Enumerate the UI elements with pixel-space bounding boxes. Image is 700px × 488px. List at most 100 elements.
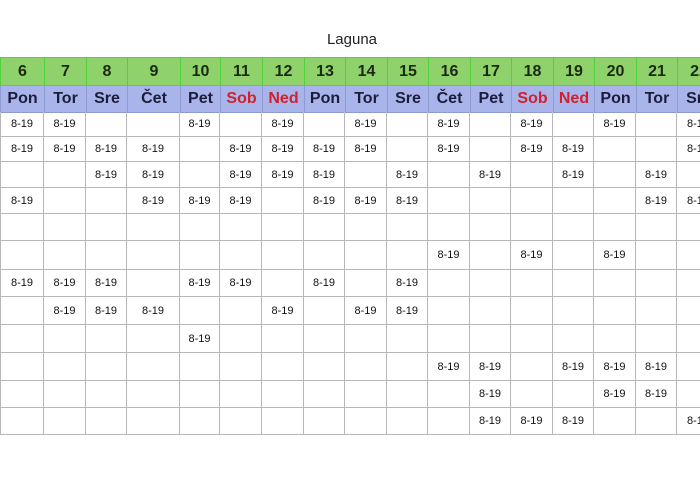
schedule-cell: 8-19 — [553, 137, 594, 162]
schedule-cell — [262, 353, 304, 381]
schedule-cell — [86, 112, 127, 137]
day-header: Ned — [553, 85, 595, 113]
day-header: Tor — [44, 85, 87, 113]
day-header: Sre — [677, 85, 700, 113]
title: Laguna — [326, 31, 378, 48]
schedule-cell — [470, 137, 511, 162]
schedule-cell — [127, 270, 180, 297]
schedule-cell — [636, 297, 677, 325]
schedule-cell — [262, 408, 304, 435]
schedule-cell — [428, 270, 470, 297]
schedule-cell — [594, 214, 636, 241]
schedule-cell — [677, 214, 700, 241]
schedule-cell: 8-19 — [127, 188, 180, 214]
schedule-cell: 8-19 — [304, 162, 345, 188]
schedule-cell: 8-19 — [594, 112, 636, 137]
day-header: Pet — [180, 85, 221, 113]
schedule-cell — [428, 408, 470, 435]
schedule-cell: 8-19 — [0, 112, 44, 137]
schedule-cell — [304, 214, 345, 241]
date-header: 16 — [428, 57, 471, 86]
schedule-cell — [636, 112, 677, 137]
schedule-cell: 8-19 — [262, 162, 304, 188]
schedule-cell — [636, 214, 677, 241]
schedule-cell: 8-19 — [0, 270, 44, 297]
date-header: 19 — [553, 57, 595, 86]
schedule-cell: 8-19 — [127, 137, 180, 162]
schedule-cell — [127, 214, 180, 241]
schedule-cell — [44, 162, 86, 188]
date-header: 15 — [387, 57, 429, 86]
schedule-cell — [553, 214, 594, 241]
schedule-cell: 8-19 — [0, 137, 44, 162]
schedule-cell — [345, 325, 387, 353]
schedule-cell: 8-19 — [553, 408, 594, 435]
schedule-cell — [345, 214, 387, 241]
schedule-cell: 8-19 — [345, 112, 387, 137]
schedule-cell — [0, 297, 44, 325]
date-header: 22 — [677, 57, 700, 86]
schedule-cell — [180, 353, 220, 381]
date-header: 13 — [304, 57, 346, 86]
schedule-cell: 8-19 — [86, 137, 127, 162]
schedule-cell — [262, 270, 304, 297]
schedule-cell — [387, 408, 428, 435]
schedule-cell — [86, 188, 127, 214]
schedule-cell — [594, 270, 636, 297]
schedule-cell: 8-19 — [677, 137, 700, 162]
schedule-cell — [636, 325, 677, 353]
schedule-cell: 8-19 — [470, 353, 511, 381]
schedule-cell: 8-19 — [470, 162, 511, 188]
schedule-cell — [304, 408, 345, 435]
schedule-cell: 8-19 — [677, 408, 700, 435]
schedule-cell — [387, 353, 428, 381]
schedule-cell — [677, 162, 700, 188]
schedule-cell — [86, 381, 127, 408]
day-header: Čet — [428, 85, 471, 113]
schedule-cell — [470, 214, 511, 241]
schedule-cell — [180, 214, 220, 241]
schedule-cell — [594, 137, 636, 162]
schedule-cell: 8-19 — [220, 162, 262, 188]
schedule-cell: 8-19 — [127, 297, 180, 325]
schedule-cell — [387, 381, 428, 408]
schedule-cell: 8-19 — [553, 353, 594, 381]
schedule-cell: 8-19 — [180, 112, 220, 137]
schedule-cell: 8-19 — [220, 137, 262, 162]
schedule-cell: 8-19 — [470, 408, 511, 435]
schedule-cell — [428, 162, 470, 188]
schedule-cell: 8-19 — [304, 188, 345, 214]
date-header: 12 — [262, 57, 305, 86]
date-header: 21 — [636, 57, 678, 86]
schedule-cell — [44, 214, 86, 241]
schedule-cell — [0, 325, 44, 353]
schedule-cell — [220, 408, 262, 435]
schedule-cell — [180, 408, 220, 435]
schedule-cell: 8-19 — [511, 137, 553, 162]
schedule-cell: 8-19 — [127, 162, 180, 188]
schedule-cell: 8-19 — [470, 381, 511, 408]
schedule-cell — [0, 381, 44, 408]
schedule-cell — [594, 162, 636, 188]
schedule-cell: 8-19 — [262, 112, 304, 137]
date-header: 20 — [594, 57, 637, 86]
schedule-cell — [44, 353, 86, 381]
day-header: Ned — [262, 85, 305, 113]
date-header: 10 — [180, 57, 221, 86]
schedule-cell: 8-19 — [511, 408, 553, 435]
schedule-cell — [0, 353, 44, 381]
schedule-cell — [470, 270, 511, 297]
schedule-cell — [677, 241, 700, 270]
date-header: 6 — [0, 57, 45, 86]
day-header: Pon — [594, 85, 637, 113]
day-header: Tor — [345, 85, 388, 113]
schedule-cell: 8-19 — [262, 297, 304, 325]
schedule-cell — [428, 188, 470, 214]
schedule-cell — [262, 214, 304, 241]
schedule-cell — [127, 353, 180, 381]
day-header: Sob — [220, 85, 263, 113]
schedule-cell — [304, 325, 345, 353]
day-header: Sob — [511, 85, 554, 113]
schedule-cell — [553, 297, 594, 325]
schedule-cell — [387, 325, 428, 353]
